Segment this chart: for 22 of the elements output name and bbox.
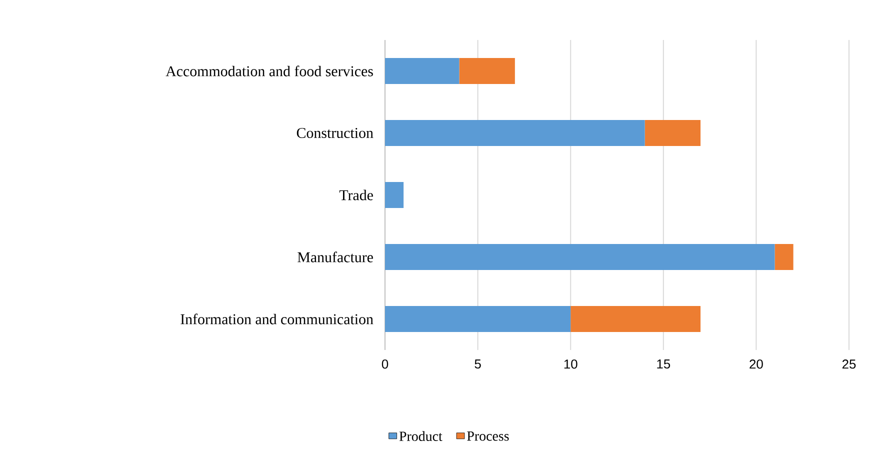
bar [459,58,515,84]
x-tick-label: 20 [750,360,763,369]
bar [774,244,794,270]
x-tick-label: 25 [842,360,856,369]
bar [385,120,645,146]
bar [385,58,460,84]
bar [385,244,775,270]
x-tick-label: 0 [382,360,388,369]
y-tick-label: Construction [296,128,374,138]
y-tick-label: Trade [339,190,373,200]
y-tick-label: Manufacture [298,252,373,262]
bar [385,182,404,208]
legend-label: Process [467,431,509,441]
bar [385,306,571,332]
y-tick-label: Information and communication [180,314,374,324]
y-tick-label: Accommodation and food services [166,66,373,76]
legend-label: Product [399,431,442,442]
bar [644,120,701,146]
x-tick-label: 10 [564,360,578,369]
x-tick-label: 15 [657,360,670,369]
x-tick-label: 5 [474,360,481,369]
bar [570,306,701,332]
